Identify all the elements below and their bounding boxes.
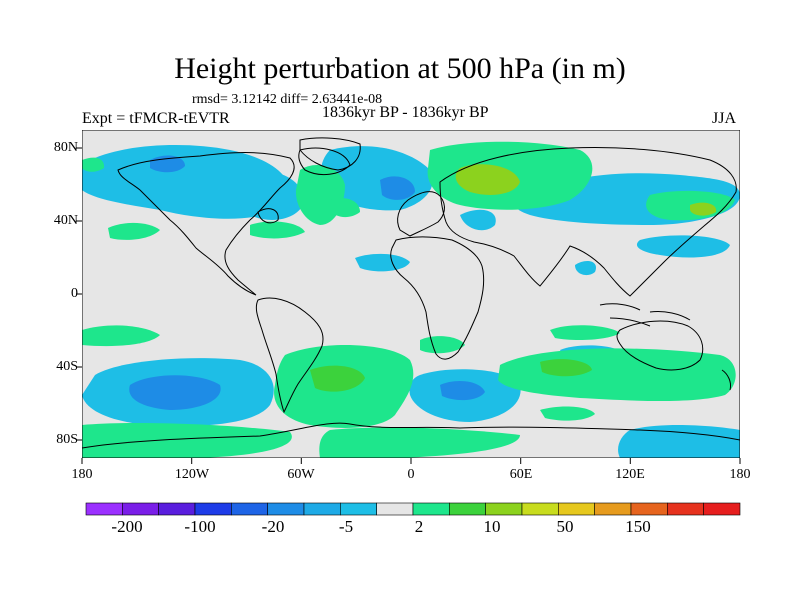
colorbar-swatch bbox=[376, 502, 414, 516]
colorbar-label: 2 bbox=[414, 517, 424, 536]
experiment-label: Expt = tFMCR-tEVTR bbox=[82, 110, 230, 127]
lat-label-40n: 40N bbox=[53, 213, 78, 228]
colorbar-swatch bbox=[521, 502, 559, 516]
colorbar-swatch bbox=[231, 502, 268, 516]
colorbar-swatch bbox=[485, 502, 523, 516]
colorbar-swatch bbox=[667, 502, 704, 516]
axis-ticks bbox=[76, 147, 741, 464]
colorbar-label: -200 bbox=[111, 517, 143, 536]
colorbar-swatch bbox=[703, 502, 741, 516]
lat-label-0: 0 bbox=[71, 286, 78, 301]
colorbar-label: -5 bbox=[338, 517, 354, 536]
lat-label-40s: 40S bbox=[56, 359, 78, 374]
lon-label-60w: 60W bbox=[287, 467, 315, 482]
lon-label-120e: 120E bbox=[615, 467, 645, 482]
colorbar bbox=[85, 502, 741, 516]
stats-subtitle: rmsd= 3.12142 diff= 2.63441e-08 bbox=[192, 92, 383, 107]
map-area bbox=[82, 130, 740, 458]
colorbar-swatch bbox=[158, 502, 196, 516]
colorbar-swatch bbox=[449, 502, 486, 516]
coastlines bbox=[82, 137, 740, 449]
lon-label-0: 0 bbox=[407, 467, 415, 482]
lon-label-120w: 120W bbox=[174, 467, 210, 482]
colorbar-swatch bbox=[267, 502, 305, 516]
colorbar-label: 150 bbox=[625, 517, 651, 536]
colorbar-label: 10 bbox=[483, 517, 501, 536]
lat-label-80n: 80N bbox=[53, 140, 78, 155]
lon-label-180w: 180 bbox=[71, 467, 93, 482]
colorbar-swatch bbox=[594, 502, 632, 516]
positive-anomaly-lime bbox=[455, 164, 717, 216]
positive-anomaly-mid bbox=[310, 359, 592, 392]
colorbar-swatch bbox=[194, 502, 232, 516]
colorbar-swatch bbox=[122, 502, 159, 516]
colorbar-swatch bbox=[85, 502, 123, 516]
colorbar-label: -20 bbox=[261, 517, 285, 536]
colorbar-swatch bbox=[412, 502, 450, 516]
lon-label-180e: 180 bbox=[729, 467, 751, 482]
colorbar-swatch bbox=[340, 502, 377, 516]
colorbar-label: -100 bbox=[184, 517, 216, 536]
colorbar-label: 50 bbox=[556, 517, 574, 536]
colorbar-swatch bbox=[303, 502, 341, 516]
season-label: JJA bbox=[712, 110, 737, 127]
colorbar-swatch bbox=[558, 502, 595, 516]
lon-label-60e: 60E bbox=[509, 467, 533, 482]
period-label: 1836kyr BP - 1836kyr BP bbox=[322, 104, 489, 121]
negative-anomaly-blue bbox=[129, 155, 485, 410]
lat-label-80s: 80S bbox=[56, 432, 78, 447]
colorbar-swatch bbox=[630, 502, 668, 516]
plot-title: Height perturbation at 500 hPa (in m) bbox=[174, 52, 626, 85]
